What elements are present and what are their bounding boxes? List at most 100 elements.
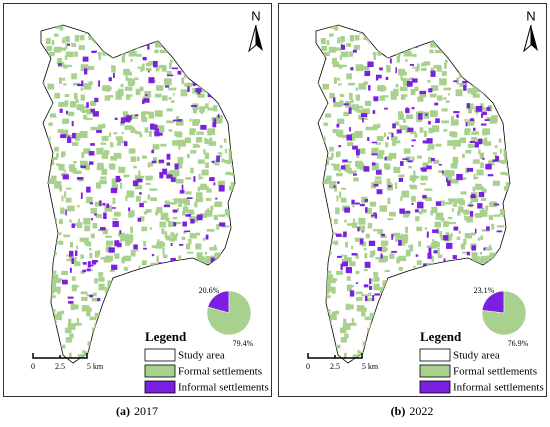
- formal-patch: [325, 291, 330, 295]
- formal-patch: [452, 203, 458, 207]
- formal-patch: [117, 140, 126, 144]
- formal-patch: [426, 262, 434, 266]
- formal-patch: [355, 254, 359, 259]
- formal-patch: [67, 205, 75, 212]
- informal-patch: [82, 269, 87, 273]
- formal-patch: [98, 54, 102, 60]
- formal-patch: [419, 90, 427, 98]
- formal-patch: [174, 131, 182, 137]
- informal-patch: [372, 295, 375, 302]
- informal-patch: [406, 81, 413, 87]
- informal-patch: [142, 56, 147, 61]
- formal-patch: [226, 159, 232, 165]
- informal-patch: [181, 184, 184, 191]
- formal-patch: [388, 132, 393, 135]
- informal-patch: [446, 177, 448, 183]
- formal-patch: [351, 317, 355, 325]
- informal-patch: [177, 119, 182, 122]
- formal-patch: [350, 132, 356, 140]
- informal-patch: [148, 77, 155, 84]
- formal-patch: [121, 257, 125, 264]
- formal-patch: [332, 57, 337, 65]
- formal-patch: [230, 182, 235, 189]
- formal-patch: [159, 49, 168, 54]
- informal-patch: [92, 111, 99, 117]
- formal-patch: [480, 235, 484, 241]
- formal-patch: [201, 169, 209, 176]
- formal-patch: [141, 111, 149, 115]
- informal-patch: [139, 202, 144, 208]
- informal-patch: [487, 174, 494, 177]
- formal-patch: [352, 205, 355, 208]
- formal-patch: [85, 237, 89, 243]
- formal-patch: [499, 148, 502, 154]
- informal-patch: [419, 90, 427, 95]
- formal-patch: [202, 186, 210, 190]
- informal-patch: [82, 56, 89, 62]
- formal-patch: [56, 152, 59, 158]
- formal-patch: [424, 188, 433, 191]
- formal-patch: [363, 81, 368, 85]
- informal-patch: [68, 301, 74, 304]
- informal-patch: [466, 251, 470, 256]
- informal-patch: [362, 117, 364, 123]
- informal-patch: [147, 70, 150, 73]
- formal-patch: [59, 218, 63, 225]
- informal-patch: [190, 218, 195, 224]
- informal-patch: [418, 113, 423, 120]
- formal-patch: [342, 64, 347, 68]
- formal-patch: [351, 245, 354, 250]
- formal-patch: [93, 292, 97, 297]
- formal-patch: [101, 168, 108, 175]
- informal-patch: [80, 165, 87, 168]
- formal-patch: [329, 185, 338, 189]
- formal-patch: [207, 207, 210, 212]
- formal-patch: [403, 148, 411, 154]
- formal-patch: [442, 221, 449, 227]
- formal-patch: [409, 244, 414, 252]
- formal-patch: [454, 119, 459, 126]
- informal-patch: [364, 261, 371, 268]
- formal-patch: [215, 159, 220, 166]
- formal-patch: [322, 178, 331, 184]
- formal-patch: [179, 119, 184, 126]
- formal-patch: [190, 167, 194, 174]
- formal-patch: [213, 104, 218, 112]
- informal-patch: [91, 217, 94, 221]
- formal-patch: [73, 92, 78, 100]
- formal-patch: [488, 244, 492, 247]
- formal-patch: [331, 163, 335, 166]
- informal-patch: [209, 177, 215, 182]
- formal-patch: [108, 132, 112, 137]
- formal-patch: [459, 137, 466, 144]
- informal-patch: [143, 247, 147, 250]
- informal-patch: [114, 117, 118, 120]
- formal-patch: [49, 113, 57, 118]
- formal-patch: [61, 151, 66, 157]
- informal-patch: [411, 139, 416, 142]
- formal-patch: [373, 272, 379, 277]
- informal-patch: [375, 214, 378, 219]
- formal-patch: [107, 86, 112, 91]
- informal-patch: [471, 193, 475, 196]
- informal-patch: [142, 99, 145, 105]
- formal-patch: [68, 111, 75, 117]
- formal-patch: [382, 280, 388, 287]
- formal-patch: [210, 205, 214, 211]
- formal-patch: [482, 107, 490, 111]
- informal-patch: [172, 119, 179, 122]
- formal-patch: [97, 162, 104, 169]
- formal-patch: [447, 216, 453, 220]
- formal-patch: [53, 46, 62, 53]
- formal-patch: [455, 89, 463, 97]
- formal-patch: [219, 145, 223, 149]
- formal-patch: [63, 234, 67, 238]
- formal-patch: [166, 120, 174, 124]
- informal-patch: [367, 61, 374, 68]
- formal-patch: [128, 211, 134, 218]
- informal-patch: [405, 211, 411, 214]
- formal-patch: [329, 33, 334, 37]
- formal-patch: [76, 104, 84, 111]
- formal-patch: [224, 208, 233, 216]
- pie-wedge: [206, 290, 252, 336]
